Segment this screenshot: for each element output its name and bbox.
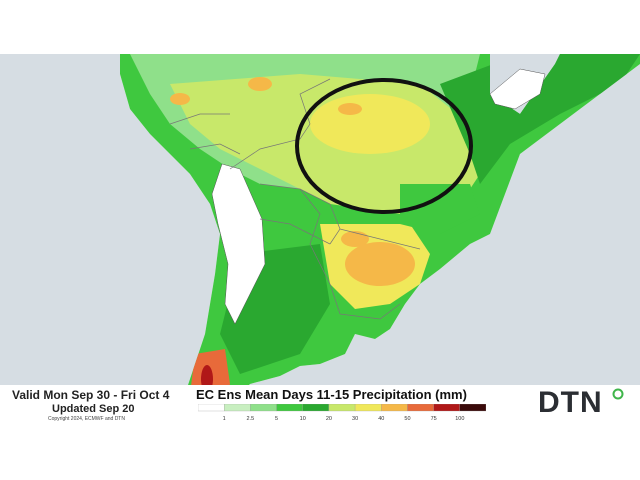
legend-swatch (354, 404, 382, 412)
dry-region (211, 163, 266, 325)
legend-swatch (459, 404, 486, 412)
precipitation-legend: 1 2.5 5 10 20 30 40 50 75 100 (198, 404, 486, 422)
legend-tick-label: 1 (223, 416, 226, 422)
map-footer: Valid Mon Sep 30 - Fri Oct 4 Updated Sep… (0, 385, 640, 426)
legend-tick-label: 2.5 (247, 416, 255, 422)
legend-tick-label: 40 (378, 416, 384, 422)
legend-swatch (276, 404, 303, 412)
highlight-circle (295, 78, 473, 214)
dry-region-northeast (489, 68, 546, 110)
legend-tick-label: 30 (352, 416, 358, 422)
legend-tick-label: 75 (431, 416, 437, 422)
legend-tick-label: 5 (275, 416, 278, 422)
precipitation-map (0, 54, 640, 426)
copyright: Copyright 2024, ECMWF and DTN (48, 416, 125, 422)
valid-period: Valid Mon Sep 30 - Fri Oct 4 (12, 388, 170, 402)
legend-swatch (224, 404, 251, 412)
legend-swatch (198, 404, 225, 412)
map-title: EC Ens Mean Days 11-15 Precipitation (mm… (196, 387, 467, 402)
legend-tick-label: 50 (404, 416, 410, 422)
legend-swatch (407, 404, 434, 412)
legend-tick-label: 10 (300, 416, 306, 422)
legend-swatch (433, 404, 460, 412)
updated-date: Updated Sep 20 (52, 403, 135, 415)
logo-mark-icon (612, 388, 624, 400)
legend-swatch (381, 404, 408, 412)
dtn-logo: DTN (538, 386, 603, 419)
legend-tick-label: 100 (455, 416, 464, 422)
legend-swatch (328, 404, 356, 412)
legend-tick-label: 20 (326, 416, 332, 422)
legend-swatch (302, 404, 330, 412)
legend-swatch (250, 404, 277, 412)
